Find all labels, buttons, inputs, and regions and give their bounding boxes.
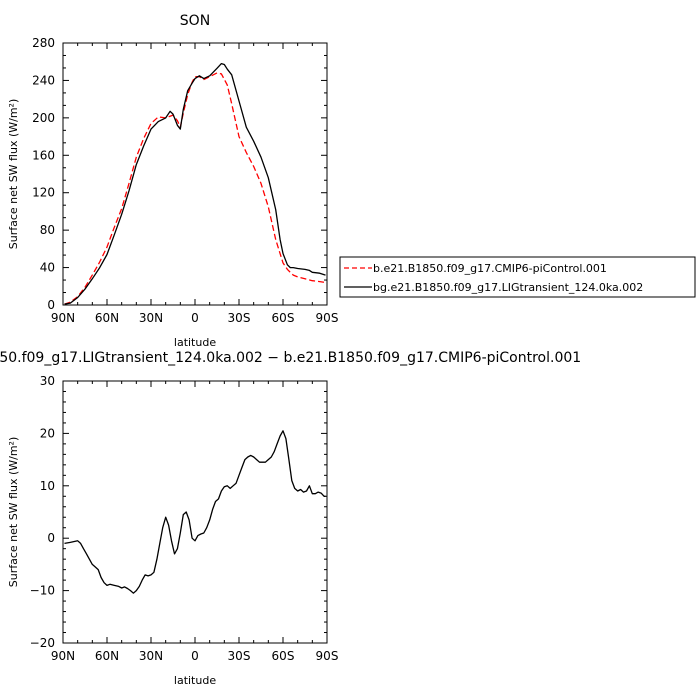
top-y-tick-label: 40	[40, 261, 55, 275]
bottom-y-tick-label: −20	[30, 636, 55, 650]
bottom-y-axis-label: Surface net SW flux (W/m²)	[7, 437, 20, 588]
bottom-x-tick-label: 60S	[272, 649, 295, 663]
top-series-group	[64, 62, 326, 305]
top-x-tick-label: 60N	[95, 311, 119, 325]
top-panel: SON 90N 60N 30N 0 30S 60S 90S 0 40 80 120 160 200 240…	[7, 13, 696, 349]
top-chart-title: SON	[180, 13, 210, 29]
bottom-x-tick-label: 90N	[51, 649, 75, 663]
top-y-tick-label: 120	[32, 186, 55, 200]
legend-box	[339, 256, 696, 298]
bottom-y-tick-label: −10	[30, 584, 55, 598]
top-x-tick-label: 90S	[316, 311, 339, 325]
top-y-tick-label: 280	[32, 36, 55, 50]
bottom-x-tick-label: 30N	[139, 649, 163, 663]
bottom-y-tick-label: 20	[40, 426, 55, 440]
bottom-x-tick-label: 90S	[316, 649, 339, 663]
top-x-axis-label: latitude	[174, 336, 216, 349]
bottom-y-tick-label: 30	[40, 374, 55, 388]
bottom-chart-title: bg.e21.B1850.f09_g17.LIGtransient_124.0k…	[0, 350, 581, 366]
top-series-line-0	[64, 72, 326, 305]
top-x-tick-label: 30S	[228, 311, 251, 325]
top-x-tick-label: 60S	[272, 311, 295, 325]
top-x-tick-label: 90N	[51, 311, 75, 325]
top-axis-ticks: 90N 60N 30N 0 30S 60S 90S 0 40 80 120 160 200 240 280	[32, 36, 338, 325]
top-series-line-1	[64, 62, 326, 305]
top-x-tick-label: 30N	[139, 311, 163, 325]
bottom-x-axis-label: latitude	[174, 674, 216, 687]
top-y-tick-label: 0	[47, 298, 55, 312]
bottom-x-tick-label: 60N	[95, 649, 119, 663]
bottom-y-tick-label: 0	[47, 531, 55, 545]
top-x-tick-label: 0	[191, 311, 199, 325]
bottom-panel: bg.e21.B1850.f09_g17.LIGtransient_124.0k…	[0, 350, 581, 687]
bottom-y-tick-label: 10	[40, 479, 55, 493]
legend: b.e21.B1850.f09_g17.CMIP6-piControl.001 …	[339, 256, 696, 298]
bottom-x-tick-label: 30S	[228, 649, 251, 663]
bottom-x-tick-label: 0	[191, 649, 199, 663]
bottom-axis-ticks: 90N 60N 30N 0 30S 60S 90S −20 −10 0 10 20 30	[30, 374, 339, 663]
top-y-axis-label: Surface net SW flux (W/m²)	[7, 99, 20, 250]
top-y-tick-label: 80	[40, 223, 55, 237]
legend-label-LIGtransient: bg.e21.B1850.f09_g17.LIGtransient_124.0k…	[373, 281, 643, 294]
bottom-series-group	[64, 430, 326, 594]
bottom-plot-frame	[62, 380, 328, 644]
top-y-tick-label: 200	[32, 111, 55, 125]
legend-label-piControl: b.e21.B1850.f09_g17.CMIP6-piControl.001	[373, 262, 607, 275]
bottom-series-line-0	[64, 430, 326, 594]
top-y-tick-label: 160	[32, 148, 55, 162]
top-y-tick-label: 240	[32, 73, 55, 87]
